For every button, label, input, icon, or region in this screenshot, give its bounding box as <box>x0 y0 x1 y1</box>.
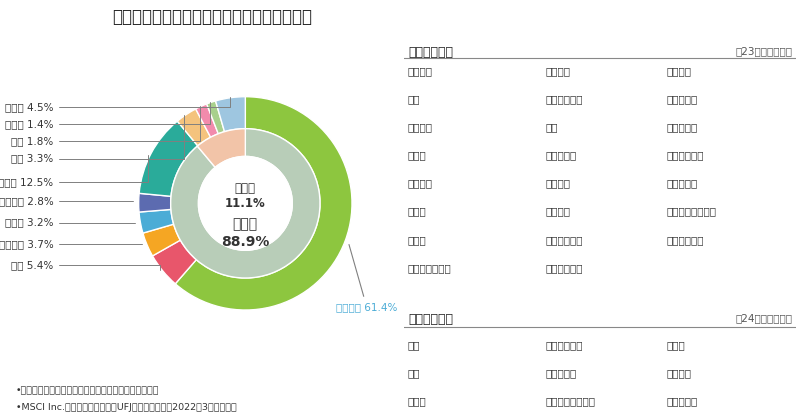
Text: イギリス 3.7%: イギリス 3.7% <box>0 239 142 249</box>
Wedge shape <box>139 121 198 196</box>
Text: アイルランド: アイルランド <box>666 150 704 161</box>
Text: 88.9%: 88.9% <box>221 235 270 249</box>
Text: ニュージーランド: ニュージーランド <box>666 207 717 217</box>
Wedge shape <box>198 129 246 167</box>
Text: その他 4.5%: その他 4.5% <box>5 98 230 112</box>
Text: スイス: スイス <box>408 207 426 217</box>
Text: 日本 5.4%: 日本 5.4% <box>11 260 160 270</box>
Text: 新興国: 新興国 <box>235 182 256 195</box>
Text: インド 1.4%: インド 1.4% <box>5 102 210 129</box>
Text: フランス: フランス <box>408 178 433 188</box>
Text: •MSCI Inc.のデータを基に三菱UFJ国際投信作成（2022年3月末現在）: •MSCI Inc.のデータを基に三菱UFJ国際投信作成（2022年3月末現在） <box>16 403 237 412</box>
Text: イタリア: イタリア <box>545 178 570 188</box>
Text: 香港: 香港 <box>545 122 558 132</box>
Text: 新興国・地域: 新興国・地域 <box>408 313 453 326</box>
Wedge shape <box>215 97 246 132</box>
Text: スペイン: スペイン <box>545 207 570 217</box>
Circle shape <box>198 156 292 250</box>
Text: （23ヵ国・地域）: （23ヵ国・地域） <box>735 46 792 56</box>
Wedge shape <box>170 129 320 278</box>
Text: トルコ: トルコ <box>666 340 686 350</box>
Text: フランス 2.8%: フランス 2.8% <box>0 196 133 206</box>
Text: 先進国・地域: 先進国・地域 <box>408 46 453 59</box>
Text: アラブ首長国連邦: アラブ首長国連邦 <box>545 397 595 407</box>
Text: 先進国: 先進国 <box>233 218 258 232</box>
Text: オランダ: オランダ <box>545 66 570 76</box>
Text: •表示桁未満の数値がある場合、四捨五入しています。: •表示桁未満の数値がある場合、四捨五入しています。 <box>16 386 159 395</box>
Text: スウェーデン: スウェーデン <box>545 94 582 104</box>
Wedge shape <box>138 193 171 212</box>
Text: イスラエル: イスラエル <box>666 122 698 132</box>
Text: （24ヵ国・地域）: （24ヵ国・地域） <box>735 313 792 323</box>
Wedge shape <box>143 224 180 256</box>
Text: オーストラリア: オーストラリア <box>408 263 452 273</box>
Wedge shape <box>175 97 352 310</box>
Text: ドイツ: ドイツ <box>408 235 426 245</box>
Text: アメリカ: アメリカ <box>408 66 433 76</box>
Text: アメリカ 61.4%: アメリカ 61.4% <box>336 244 398 312</box>
Text: マレーシア: マレーシア <box>545 369 576 378</box>
Wedge shape <box>206 101 225 134</box>
Text: ベルギー: ベルギー <box>666 66 692 76</box>
Text: オーストリア: オーストリア <box>666 235 704 245</box>
Text: 台湾: 台湾 <box>408 369 421 378</box>
Text: フィンランド: フィンランド <box>545 263 582 273</box>
Text: コロンビア: コロンビア <box>666 397 698 407</box>
Text: 中国: 中国 <box>408 340 421 350</box>
Text: デンマーク: デンマーク <box>545 150 576 161</box>
Text: ＜対象インデックスの国・地域別構成比率＞: ＜対象インデックスの国・地域別構成比率＞ <box>112 8 312 26</box>
Wedge shape <box>178 109 210 146</box>
Text: ポルトガル: ポルトガル <box>666 178 698 188</box>
Text: カナダ 3.2%: カナダ 3.2% <box>5 217 134 227</box>
Text: 台湾 1.8%: 台湾 1.8% <box>11 106 200 146</box>
Text: その他 12.5%: その他 12.5% <box>0 155 148 187</box>
Text: インド: インド <box>408 397 426 407</box>
Text: ノルウェー: ノルウェー <box>666 94 698 104</box>
Text: インドネシア: インドネシア <box>545 340 582 350</box>
Wedge shape <box>196 104 218 137</box>
Text: シンガポール: シンガポール <box>545 235 582 245</box>
Text: イギリス: イギリス <box>408 122 433 132</box>
Text: ギリシャ: ギリシャ <box>666 369 692 378</box>
Text: 中国 3.3%: 中国 3.3% <box>11 115 185 164</box>
Wedge shape <box>153 240 196 284</box>
Text: 11.1%: 11.1% <box>225 197 266 210</box>
Wedge shape <box>139 210 174 233</box>
Text: 日本: 日本 <box>408 94 421 104</box>
Text: カナダ: カナダ <box>408 150 426 161</box>
